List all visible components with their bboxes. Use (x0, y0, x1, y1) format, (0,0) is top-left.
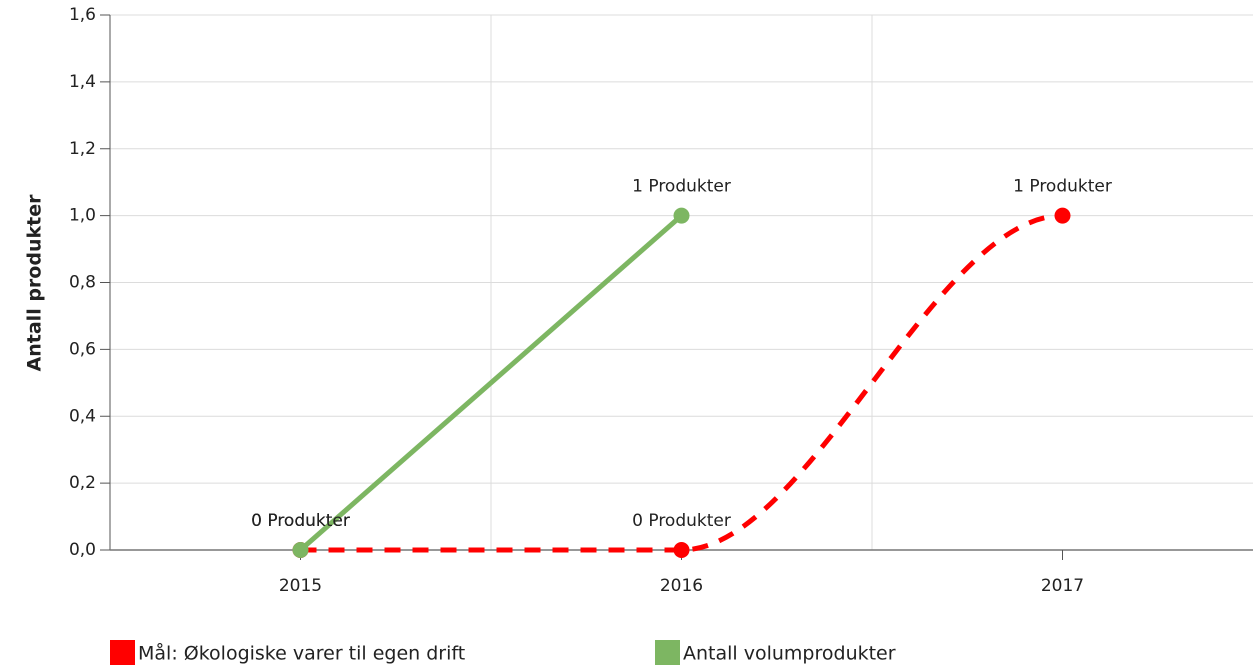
legend-swatch (655, 640, 680, 665)
series-line (300, 213, 1063, 553)
data-label: 0 Produkter (251, 511, 350, 531)
series-line (298, 213, 684, 552)
y-tick-label: 0,2 (69, 473, 96, 493)
y-tick-label: 0,4 (69, 406, 96, 426)
y-tick-label: 0,6 (69, 339, 96, 359)
y-tick-label: 0,0 (69, 540, 96, 560)
data-label: 0 Produkter (632, 511, 731, 531)
legend-label: Mål: Økologiske varer til egen drift (138, 642, 465, 665)
data-point (292, 542, 309, 558)
y-tick-label: 1,4 (69, 72, 96, 92)
x-tick-label: 2017 (1041, 576, 1084, 596)
y-tick-label: 0,8 (69, 273, 96, 293)
y-tick-label: 1,6 (69, 5, 96, 25)
data-point (673, 542, 690, 558)
data-point (1054, 207, 1071, 224)
data-point (673, 207, 690, 224)
x-tick-label: 2015 (279, 576, 322, 596)
legend-label: Antall volumprodukter (683, 643, 896, 665)
y-axis-title: Antall produkter (24, 194, 46, 372)
data-label: 1 Produkter (632, 177, 731, 197)
y-tick-label: 1,0 (69, 206, 96, 226)
y-tick-label: 1,2 (69, 139, 96, 159)
data-label: 1 Produkter (1013, 177, 1112, 197)
x-tick-label: 2016 (660, 576, 703, 596)
legend-swatch (110, 640, 135, 665)
